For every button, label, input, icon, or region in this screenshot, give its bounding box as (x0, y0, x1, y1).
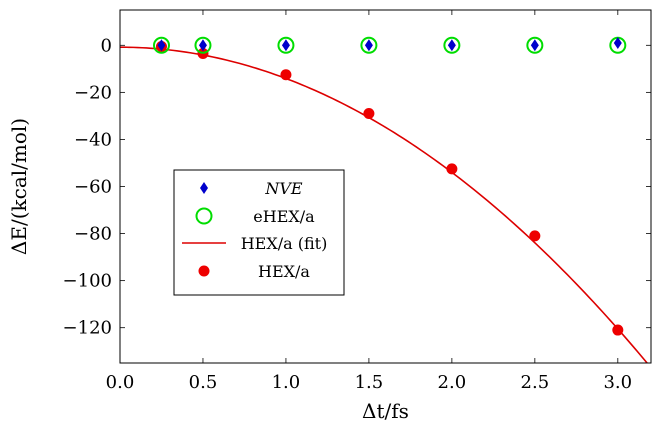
y-tick-label: −60 (74, 177, 112, 198)
point-ehex (526, 36, 544, 54)
point-nve (447, 39, 456, 52)
y-tick-label: −20 (74, 82, 112, 103)
x-axis-label: Δt/fs (362, 399, 409, 423)
y-tick-label: −120 (63, 318, 112, 339)
point-nve (281, 39, 290, 52)
point-nve (157, 39, 166, 52)
legend-marker-nve (200, 182, 208, 194)
y-tick-label: 0 (101, 35, 112, 56)
legend-marker-hex (198, 265, 210, 277)
fit-layer (120, 46, 649, 363)
legend-entry-nve: NVE (200, 179, 303, 198)
point-ehex (152, 36, 170, 54)
x-tick-label: 2.5 (521, 372, 550, 393)
point-hex (446, 163, 458, 175)
legend-label-hex-fit: HEX/a (fit) (241, 234, 328, 253)
point-ehex (360, 36, 378, 54)
point-ehex (443, 36, 461, 54)
x-tick-label: 3.0 (603, 372, 632, 393)
legend-label-hex: HEX/a (258, 262, 310, 281)
x-tick-label: 1.0 (272, 372, 301, 393)
point-nve (198, 39, 207, 52)
legend-entry-hex-fit: HEX/a (fit) (182, 234, 327, 253)
plot-frame (119, 9, 652, 364)
point-hex (529, 230, 541, 242)
legend-entry-ehex: eHEX/a (195, 207, 315, 226)
point-nve (530, 39, 539, 52)
point-hex (280, 69, 292, 81)
ticks-layer (119, 10, 651, 363)
tick-labels-layer: 0.0 0.5 1.0 1.5 2.0 2.5 3.0 0 −20 −40 −60 −80 −100 −1… (63, 35, 633, 393)
x-tick-label: 2.0 (438, 372, 467, 393)
legend-label-nve: NVE (264, 179, 303, 198)
y-tick-label: −80 (74, 224, 112, 245)
legend-label-ehex: eHEX/a (253, 207, 315, 226)
point-hex (612, 324, 624, 336)
y-tick-label: −100 (63, 271, 112, 292)
point-hex (363, 108, 375, 120)
legend-entry-hex: HEX/a (198, 262, 310, 281)
legend-marker-ehex (195, 207, 213, 225)
point-nve (613, 36, 622, 49)
y-axis-label: ΔE/(kcal/mol) (7, 118, 31, 255)
x-tick-label: 1.5 (355, 372, 384, 393)
x-tick-label: 0.0 (106, 372, 135, 393)
y-tick-label: −40 (74, 129, 112, 150)
fit-curve-hex (120, 46, 649, 363)
point-nve (364, 39, 373, 52)
legend: NVE eHEX/a HEX/a (fit) HEX/a (173, 169, 345, 296)
point-ehex (277, 36, 295, 54)
x-tick-label: 0.5 (189, 372, 218, 393)
point-ehex (194, 36, 212, 54)
points-layer (152, 36, 627, 336)
